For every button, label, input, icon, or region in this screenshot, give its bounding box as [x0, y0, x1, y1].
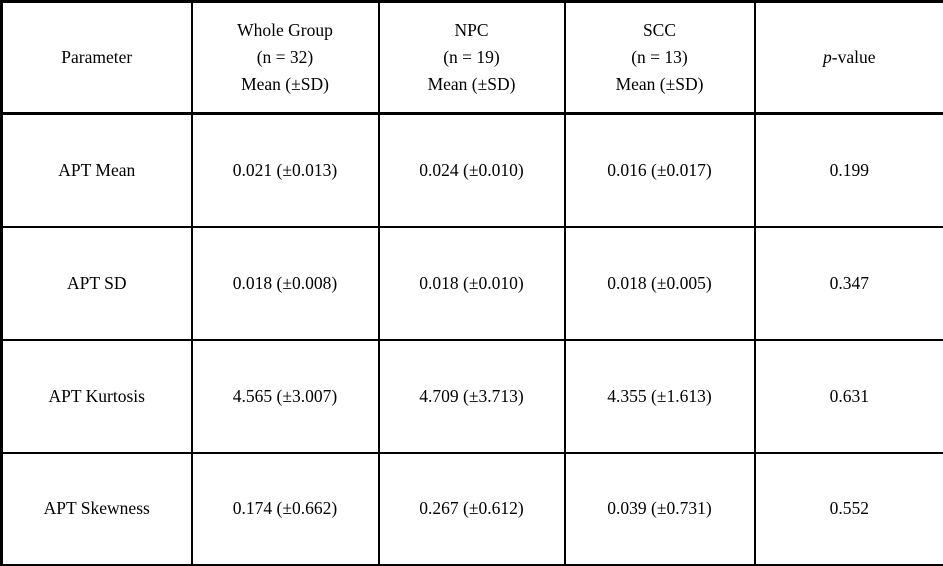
cell-whole-group: 0.018 (±0.008) [190, 225, 380, 341]
column-header-npc: NPC (n = 19) Mean (±SD) [377, 0, 566, 115]
column-header-whole-group: Whole Group (n = 32) Mean (±SD) [190, 0, 380, 115]
table-row-apt-sd: APT SD 0.018 (±0.008) 0.018 (±0.010) 0.0… [0, 225, 943, 341]
column-header-parameter: Parameter [0, 0, 193, 115]
p-value-italic-p: p [823, 47, 832, 67]
cell-scc: 4.355 (±1.613) [563, 338, 756, 454]
cell-parameter: APT SD [0, 225, 193, 341]
cell-whole-group: 0.174 (±0.662) [190, 451, 380, 566]
cell-npc: 0.024 (±0.010) [377, 112, 566, 228]
table-row-apt-kurtosis: APT Kurtosis 4.565 (±3.007) 4.709 (±3.71… [0, 338, 943, 454]
cell-p-value: 0.199 [753, 112, 943, 228]
cell-whole-group: 4.565 (±3.007) [190, 338, 380, 454]
cell-p-value: 0.631 [753, 338, 943, 454]
cell-npc: 0.267 (±0.612) [377, 451, 566, 566]
cell-scc: 0.039 (±0.731) [563, 451, 756, 566]
table-row-apt-mean: APT Mean 0.021 (±0.013) 0.024 (±0.010) 0… [0, 112, 943, 228]
header-row: Parameter Whole Group (n = 32) Mean (±SD… [0, 0, 943, 115]
cell-parameter: APT Mean [0, 112, 193, 228]
cell-parameter: APT Kurtosis [0, 338, 193, 454]
cell-parameter: APT Skewness [0, 451, 193, 566]
column-header-p-value: p-value [753, 0, 943, 115]
cell-scc: 0.018 (±0.005) [563, 225, 756, 341]
cell-npc: 0.018 (±0.010) [377, 225, 566, 341]
cell-whole-group: 0.021 (±0.013) [190, 112, 380, 228]
cell-p-value: 0.347 [753, 225, 943, 341]
table-row-apt-skewness: APT Skewness 0.174 (±0.662) 0.267 (±0.61… [0, 451, 943, 566]
cell-p-value: 0.552 [753, 451, 943, 566]
cell-scc: 0.016 (±0.017) [563, 112, 756, 228]
p-value-suffix: -value [831, 47, 876, 67]
column-header-scc: SCC (n = 13) Mean (±SD) [563, 0, 756, 115]
cell-npc: 4.709 (±3.713) [377, 338, 566, 454]
